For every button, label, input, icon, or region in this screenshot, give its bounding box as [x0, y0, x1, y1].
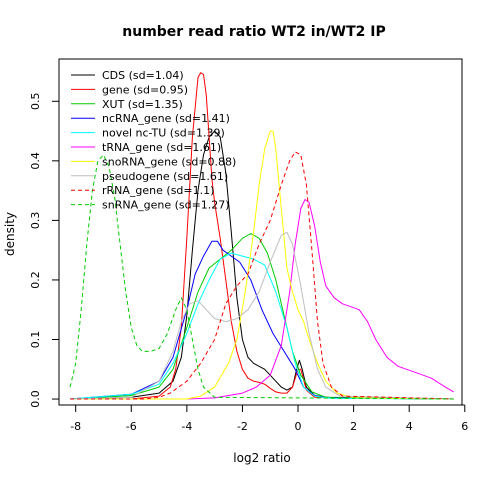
series-line-8: [70, 151, 454, 400]
x-tick-label: -4: [181, 420, 192, 433]
series-layer: [69, 72, 454, 400]
legend-label-6: snoRNA_gene (sd=0.88): [102, 155, 236, 168]
y-axis-label: density: [3, 212, 17, 256]
x-axis: -8 -6 -4 -2 0 2 4 6: [70, 404, 468, 433]
chart-title: number read ratio WT2 in/WT2 IP: [122, 24, 385, 40]
legend-label-8: rRNA_gene (sd=1.1): [102, 184, 214, 197]
series-line-1: [70, 72, 454, 400]
y-tick-label: 0.0: [29, 390, 42, 408]
x-tick-label: 2: [350, 420, 357, 433]
series-line-4: [70, 252, 454, 400]
y-tick-label: 0.4: [29, 152, 42, 170]
legend-label-7: pseudogene (sd=1.61): [102, 170, 228, 183]
series-line-7: [70, 231, 454, 400]
x-tick-label: 0: [295, 420, 302, 433]
y-tick-label: 0.3: [29, 212, 42, 230]
legend: CDS (sd=1.04)gene (sd=0.95) XUT (sd=1.35)…: [71, 69, 236, 212]
legend-label-1: gene (sd=0.95): [102, 83, 188, 96]
x-tick-label: -2: [237, 420, 248, 433]
x-axis-label: log2 ratio: [233, 451, 290, 465]
x-tick-label: 4: [406, 420, 413, 433]
series-line-5: [70, 199, 454, 400]
x-tick-label: -6: [126, 420, 137, 433]
legend-label-4: novel nc-TU (sd=1.39): [102, 127, 225, 140]
y-tick-label: 0.2: [29, 271, 42, 289]
legend-label-9: snRNA_gene (sd=1.27): [102, 199, 230, 212]
legend-label-2: XUT (sd=1.35): [102, 98, 183, 111]
series-line-3: [70, 240, 454, 400]
plot-frame: [58, 58, 463, 406]
legend-label-3: ncRNA_gene (sd=1.41): [102, 112, 230, 125]
y-axis: 0.0 0.1 0.2 0.3 0.4 0.5: [29, 93, 60, 408]
series-line-2: [70, 233, 454, 400]
x-tick-label: -8: [70, 420, 81, 433]
legend-label-5: tRNA_gene (sd=1.61): [102, 141, 221, 154]
legend-label-0: CDS (sd=1.04): [102, 69, 184, 82]
series-line-6: [70, 130, 454, 400]
x-tick-label: 6: [461, 420, 468, 433]
y-tick-label: 0.5: [29, 93, 42, 111]
y-tick-label: 0.1: [29, 331, 42, 349]
